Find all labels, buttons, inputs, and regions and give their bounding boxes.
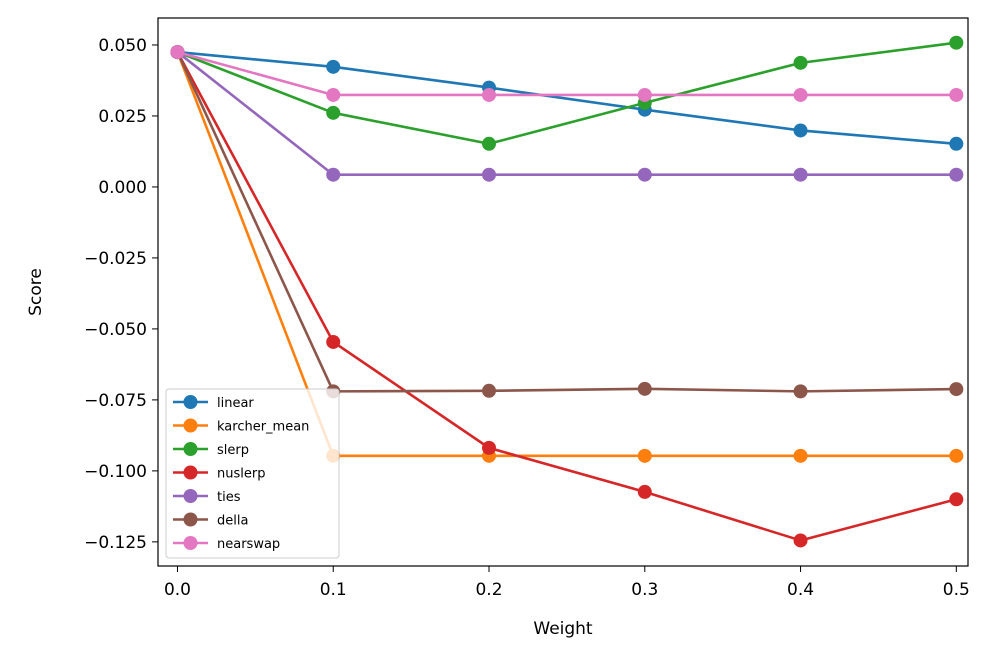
data-point-nuslerp — [637, 484, 652, 499]
data-point-ties — [482, 167, 497, 182]
y-axis-title: Score — [26, 268, 46, 316]
y-tick-label: 0.000 — [98, 178, 147, 198]
x-axis-title: Weight — [533, 619, 593, 639]
series-line-ties — [176, 51, 957, 177]
legend-label: karcher_mean — [217, 420, 309, 435]
data-point-nuslerp — [793, 533, 808, 548]
x-tick-label: 0.3 — [631, 580, 658, 600]
data-point-ties — [793, 167, 808, 182]
plot-area-frame — [157, 17, 969, 567]
data-point-karcher_mean — [637, 448, 652, 463]
legend-item-nearswap: nearswap — [173, 536, 280, 552]
legend-marker — [183, 536, 198, 550]
series-nearswap — [170, 45, 964, 102]
legend-marker — [183, 465, 198, 480]
y-tick-label: −0.050 — [84, 320, 147, 340]
legend-label: slerp — [217, 443, 249, 458]
x-tick-label: 0.2 — [475, 580, 502, 600]
x-tick-label: 0.4 — [787, 580, 814, 600]
x-axis: 0.0 0.1 0.2 0.3 0.4 0.5 — [164, 566, 970, 600]
data-point-slerp — [949, 35, 964, 50]
y-axis: 0.050 0.025 0.000 −0.025 −0.050 −0.075 −0.100 −… — [84, 36, 158, 553]
data-point-nearswap — [482, 87, 497, 102]
data-point-linear — [949, 136, 964, 151]
data-point-slerp — [793, 55, 808, 70]
data-point-nuslerp — [949, 492, 964, 507]
series-line-linear — [177, 50, 957, 146]
data-point-ties — [326, 167, 341, 182]
data-point-ties — [949, 167, 964, 182]
data-point-linear — [326, 59, 341, 74]
legend-item-ties: ties — [173, 489, 241, 505]
legend-marker — [183, 442, 198, 456]
legend-label: nearswap — [217, 537, 280, 552]
x-tick-label: 0.1 — [320, 580, 347, 600]
legend-label: nuslerp — [217, 467, 265, 482]
x-tick-label: 0.5 — [943, 580, 970, 600]
legend-marker — [183, 512, 198, 527]
data-point-slerp — [482, 136, 497, 151]
data-point-nearswap — [793, 87, 808, 102]
legend-item-karcher_mean: karcher_mean — [173, 418, 309, 435]
data-point-ties — [637, 167, 652, 182]
x-tick-label: 0.0 — [164, 580, 191, 600]
legend-item-nuslerp: nuslerp — [173, 465, 265, 482]
y-tick-label: −0.075 — [84, 391, 147, 411]
data-point-karcher_mean — [949, 448, 964, 463]
data-point-nearswap — [949, 87, 964, 102]
data-point-linear — [793, 123, 808, 138]
legend-box — [165, 388, 340, 559]
legend-marker — [183, 395, 198, 409]
legend-item-della: della — [173, 512, 248, 529]
data-point-nuslerp — [482, 440, 497, 455]
data-point-della — [793, 384, 808, 399]
y-tick-label: 0.025 — [98, 107, 147, 127]
data-point-nuslerp — [326, 334, 341, 349]
data-point-karcher_mean — [793, 448, 808, 463]
y-tick-label: −0.100 — [84, 462, 147, 482]
series-line-nuslerp — [176, 51, 957, 542]
data-point-della — [482, 383, 497, 398]
series-nuslerp — [170, 45, 964, 548]
legend-marker — [183, 489, 198, 503]
y-tick-label: −0.025 — [84, 249, 147, 269]
data-point-della — [637, 381, 652, 396]
series-line-nearswap — [177, 50, 957, 97]
data-point-nearswap — [170, 45, 185, 60]
y-tick-label: 0.050 — [98, 36, 147, 56]
series-line-slerp — [176, 41, 957, 146]
legend-label: linear — [217, 396, 254, 411]
legend-label: della — [217, 514, 248, 529]
data-point-della — [949, 382, 964, 397]
data-point-nearswap — [326, 87, 341, 102]
legend-label: ties — [217, 490, 241, 505]
legend-item-linear: linear — [173, 395, 254, 411]
y-tick-label: −0.125 — [84, 533, 147, 553]
series-line-della — [176, 51, 957, 393]
data-point-nearswap — [637, 87, 652, 102]
data-point-slerp — [326, 105, 341, 120]
legend-item-slerp: slerp — [173, 442, 249, 458]
legend-marker — [183, 418, 198, 433]
